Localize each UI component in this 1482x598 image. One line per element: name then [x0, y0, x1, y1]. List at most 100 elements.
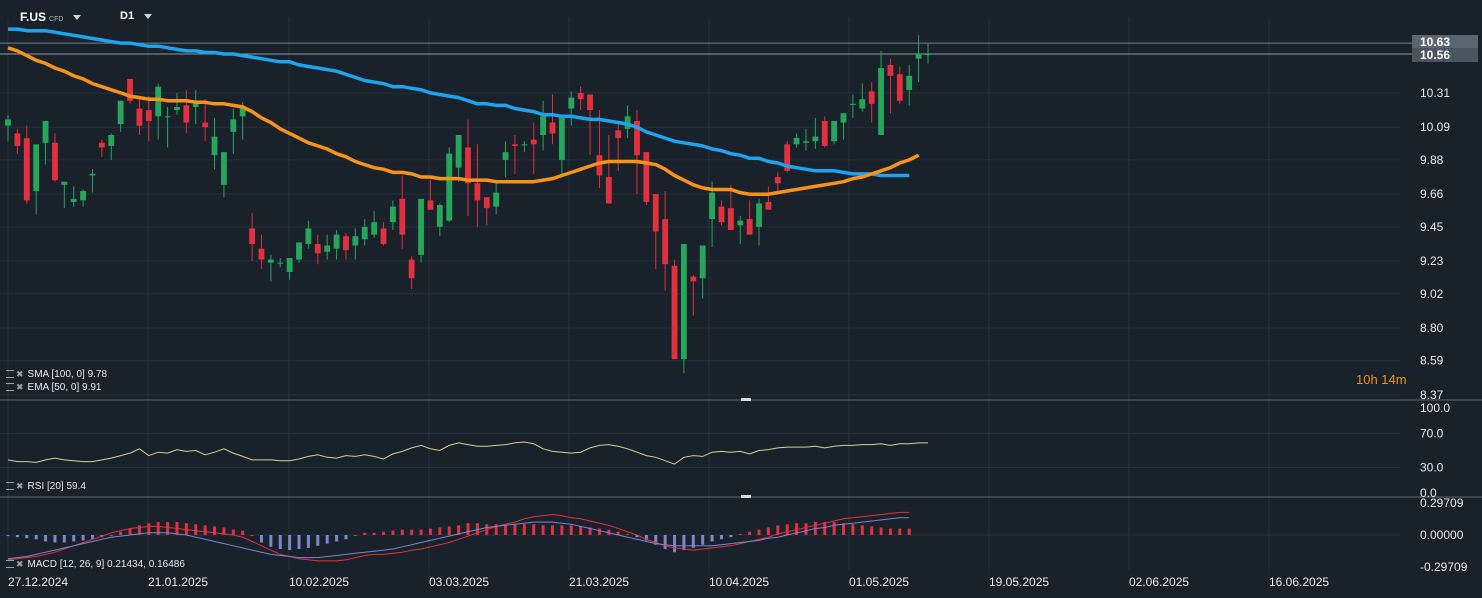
candle	[812, 117, 819, 149]
candle	[380, 222, 387, 246]
macd-histogram-bar	[241, 530, 245, 535]
candle	[324, 234, 331, 260]
candle-body	[587, 94, 593, 111]
candle-body	[314, 243, 321, 254]
close-icon[interactable]: ✖	[16, 559, 24, 569]
macd-histogram-bar	[823, 522, 827, 535]
macd-histogram-bar	[701, 535, 705, 545]
settings-icon[interactable]	[6, 560, 14, 569]
macd-histogram-bar	[616, 531, 620, 535]
ema-legend-label: EMA [50, 0]	[27, 382, 80, 393]
settings-icon[interactable]	[6, 482, 14, 491]
symbol-selector[interactable]: F.US CFD	[20, 10, 82, 24]
candle	[70, 186, 77, 207]
macd-histogram-bar	[6, 535, 10, 537]
candle	[493, 180, 500, 215]
macd-histogram-bar	[306, 535, 310, 548]
macd-histogram-bar	[851, 524, 855, 535]
macd-histogram-bar	[560, 525, 564, 535]
macd-histogram-bar	[626, 533, 630, 535]
macd-histogram-bar	[522, 524, 526, 535]
rsi-legend-value: 59.4	[66, 481, 86, 492]
macd-histogram-bar	[194, 524, 198, 535]
macd-histogram-bar	[137, 525, 141, 535]
x-tick-label: 01.05.2025	[849, 575, 909, 589]
candle-body	[155, 86, 162, 117]
candle	[549, 94, 556, 145]
sma-legend-label: SMA [100, 0]	[27, 369, 85, 380]
candle-body	[70, 198, 77, 202]
settings-icon[interactable]	[6, 370, 14, 379]
candle-body	[117, 100, 124, 125]
macd-histogram-bar	[729, 535, 733, 538]
candle	[662, 191, 669, 291]
candle	[427, 180, 434, 210]
candle	[389, 200, 396, 230]
candle-body	[239, 106, 246, 117]
candle-body	[418, 198, 424, 255]
x-tick-label: 21.01.2025	[148, 575, 208, 589]
candle-body	[446, 153, 453, 221]
x-tick-label: 21.03.2025	[569, 575, 629, 589]
candle	[192, 89, 199, 125]
candle	[587, 94, 593, 156]
macd-histogram-bar	[842, 523, 846, 535]
macd-histogram-bar	[62, 535, 66, 543]
candle-body	[558, 116, 565, 160]
candle	[652, 194, 659, 269]
candle-body	[408, 259, 415, 279]
candle-body	[455, 134, 462, 168]
close-icon[interactable]: ✖	[16, 369, 24, 379]
candle-body	[80, 191, 87, 201]
candle	[98, 139, 105, 157]
macd-histogram-bar	[382, 531, 386, 535]
candle	[80, 189, 87, 207]
candle	[14, 128, 21, 154]
macd-histogram-bar	[231, 529, 235, 535]
candle-body	[765, 201, 772, 210]
ema-legend: ✖ EMA [50, 0] 9.91	[6, 382, 102, 393]
sma-legend: ✖ SMA [100, 0] 9.78	[6, 369, 107, 380]
candle	[42, 120, 49, 165]
candle	[718, 200, 725, 226]
y-tick-label: 8.37	[1420, 388, 1444, 402]
candle-body	[821, 120, 828, 146]
candle	[849, 94, 856, 118]
candle-body	[371, 222, 378, 235]
macd-histogram-bar	[269, 535, 273, 547]
settings-icon[interactable]	[6, 383, 14, 392]
candle-body	[925, 54, 931, 56]
macd-histogram-bar	[156, 522, 160, 535]
macd-histogram-bar	[400, 529, 404, 535]
macd-histogram-bar	[457, 525, 461, 535]
candle-body	[98, 142, 105, 148]
macd-histogram-bar	[466, 523, 470, 535]
timeframe-selector[interactable]: D1	[120, 10, 153, 22]
candle-body	[671, 265, 678, 360]
candle	[249, 212, 255, 262]
candle-body	[502, 152, 509, 160]
candle-body	[549, 122, 556, 134]
candle-body	[915, 54, 922, 59]
close-icon[interactable]: ✖	[16, 481, 24, 491]
candle	[455, 134, 462, 182]
x-tick-label: 03.03.2025	[429, 575, 489, 589]
macd-tick-label: 0.00000	[1420, 528, 1464, 542]
candle	[399, 175, 406, 249]
candle-body	[605, 177, 612, 204]
pane-resize-handle	[741, 398, 751, 401]
candle	[183, 89, 190, 134]
candle-body	[596, 155, 603, 176]
macd-histogram-bar	[34, 535, 38, 540]
candle	[296, 242, 302, 263]
candle	[89, 169, 96, 193]
macd-histogram-bar	[748, 531, 752, 535]
macd-histogram-bar	[532, 524, 536, 535]
macd-histogram-bar	[475, 523, 479, 535]
candle-body	[23, 138, 30, 201]
macd-histogram-bar	[109, 535, 113, 536]
close-icon[interactable]: ✖	[16, 382, 24, 392]
x-tick-label: 27.12.2024	[8, 575, 68, 589]
rsi-tick-label: 30.0	[1420, 461, 1444, 475]
